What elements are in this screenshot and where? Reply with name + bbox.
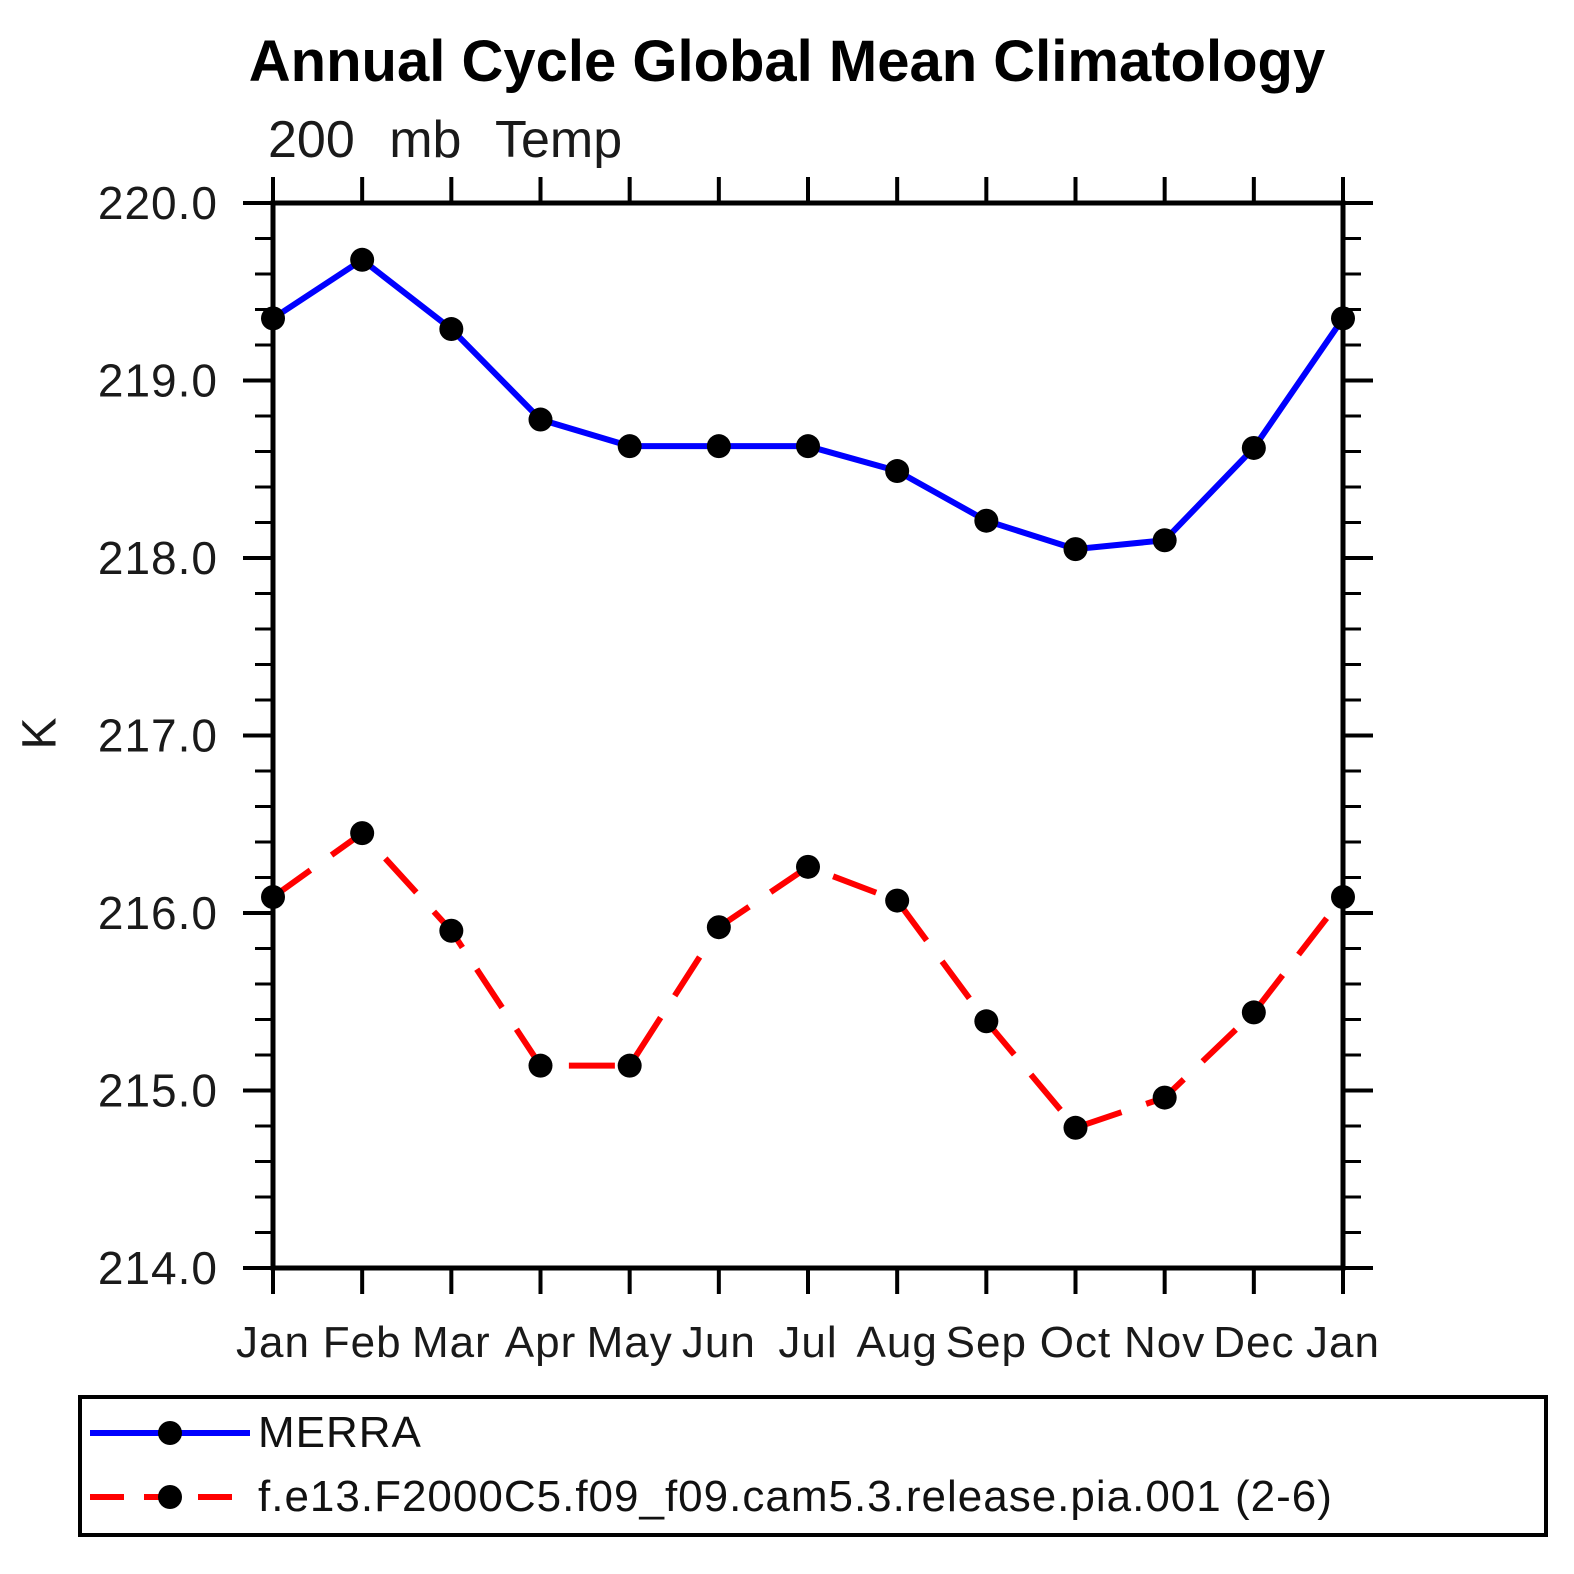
data-point-series-1 [439, 918, 464, 943]
axis-box [270, 200, 1346, 1271]
data-point-series-0 [1152, 528, 1177, 553]
x-tick-label: Jun [682, 1318, 756, 1367]
data-point-series-0 [974, 508, 999, 533]
data-point-series-0 [796, 434, 820, 459]
x-tick-label: Aug [857, 1318, 938, 1367]
legend-box: MERRA f.e13.F2000C5.f09_f09.cam5.3.relea… [78, 1395, 1548, 1537]
data-point-series-0 [1241, 435, 1266, 460]
y-tick-label: 215.0 [98, 1065, 218, 1117]
x-tick-label: Sep [946, 1318, 1027, 1367]
plot-title: Annual Cycle Global Mean Climatology [248, 29, 1326, 94]
data-point-series-1 [1241, 1000, 1266, 1025]
y-tick-label: 218.0 [98, 532, 218, 584]
x-tick-label: Mar [412, 1318, 491, 1367]
x-tick-label: Dec [1213, 1318, 1294, 1367]
data-point-series-1 [617, 1053, 642, 1078]
data-point-series-0 [1331, 306, 1355, 331]
y-tick-label: 216.0 [98, 887, 218, 939]
data-point-series-0 [261, 306, 285, 331]
x-tick-label: Oct [1040, 1318, 1111, 1367]
data-point-series-0 [439, 317, 464, 342]
plot-subtitle: 200 mb Temp [268, 111, 623, 169]
legend-sample-marker [158, 1485, 182, 1509]
y-tick-label: 220.0 [98, 177, 218, 229]
data-point-series-1 [885, 888, 910, 913]
data-point-series-1 [796, 854, 820, 879]
data-point-series-1 [706, 915, 731, 940]
data-point-series-1 [261, 885, 285, 910]
legend-label-merra: MERRA [258, 1408, 422, 1457]
data-point-series-1 [1331, 885, 1355, 910]
data-point-series-0 [1063, 537, 1088, 562]
data-point-series-1 [350, 821, 375, 846]
legend-line-sample-model [90, 1485, 250, 1509]
x-tick-label: Feb [323, 1318, 402, 1367]
x-tick-label: Nov [1124, 1318, 1205, 1367]
x-tick-label: Apr [505, 1318, 576, 1367]
legend-label-model: f.e13.F2000C5.f09_f09.cam5.3.release.pia… [258, 1472, 1333, 1521]
series-line-0 [271, 256, 1346, 553]
x-tick-label: Jan [1306, 1318, 1380, 1367]
data-point-series-0 [350, 247, 375, 272]
data-point-series-0 [617, 434, 642, 459]
data-point-series-0 [528, 407, 553, 432]
x-tick-label: May [587, 1318, 673, 1367]
data-point-series-1 [528, 1053, 553, 1078]
data-point-series-0 [885, 459, 910, 484]
legend-sample-marker [158, 1421, 182, 1445]
x-tick-label: Jan [236, 1318, 310, 1367]
data-point-series-1 [974, 1009, 999, 1034]
y-tick-label: 214.0 [98, 1242, 218, 1294]
data-point-series-1 [1063, 1115, 1088, 1140]
y-tick-label: 217.0 [98, 710, 218, 762]
legend-line-sample-merra [90, 1421, 250, 1445]
y-tick-label: 219.0 [98, 355, 218, 407]
x-tick-label: Jul [778, 1318, 837, 1367]
legend-item-model: f.e13.F2000C5.f09_f09.cam5.3.release.pia… [88, 1469, 1333, 1525]
data-point-series-0 [706, 434, 731, 459]
legend-item-merra: MERRA [88, 1405, 422, 1461]
data-point-series-1 [1152, 1085, 1177, 1110]
